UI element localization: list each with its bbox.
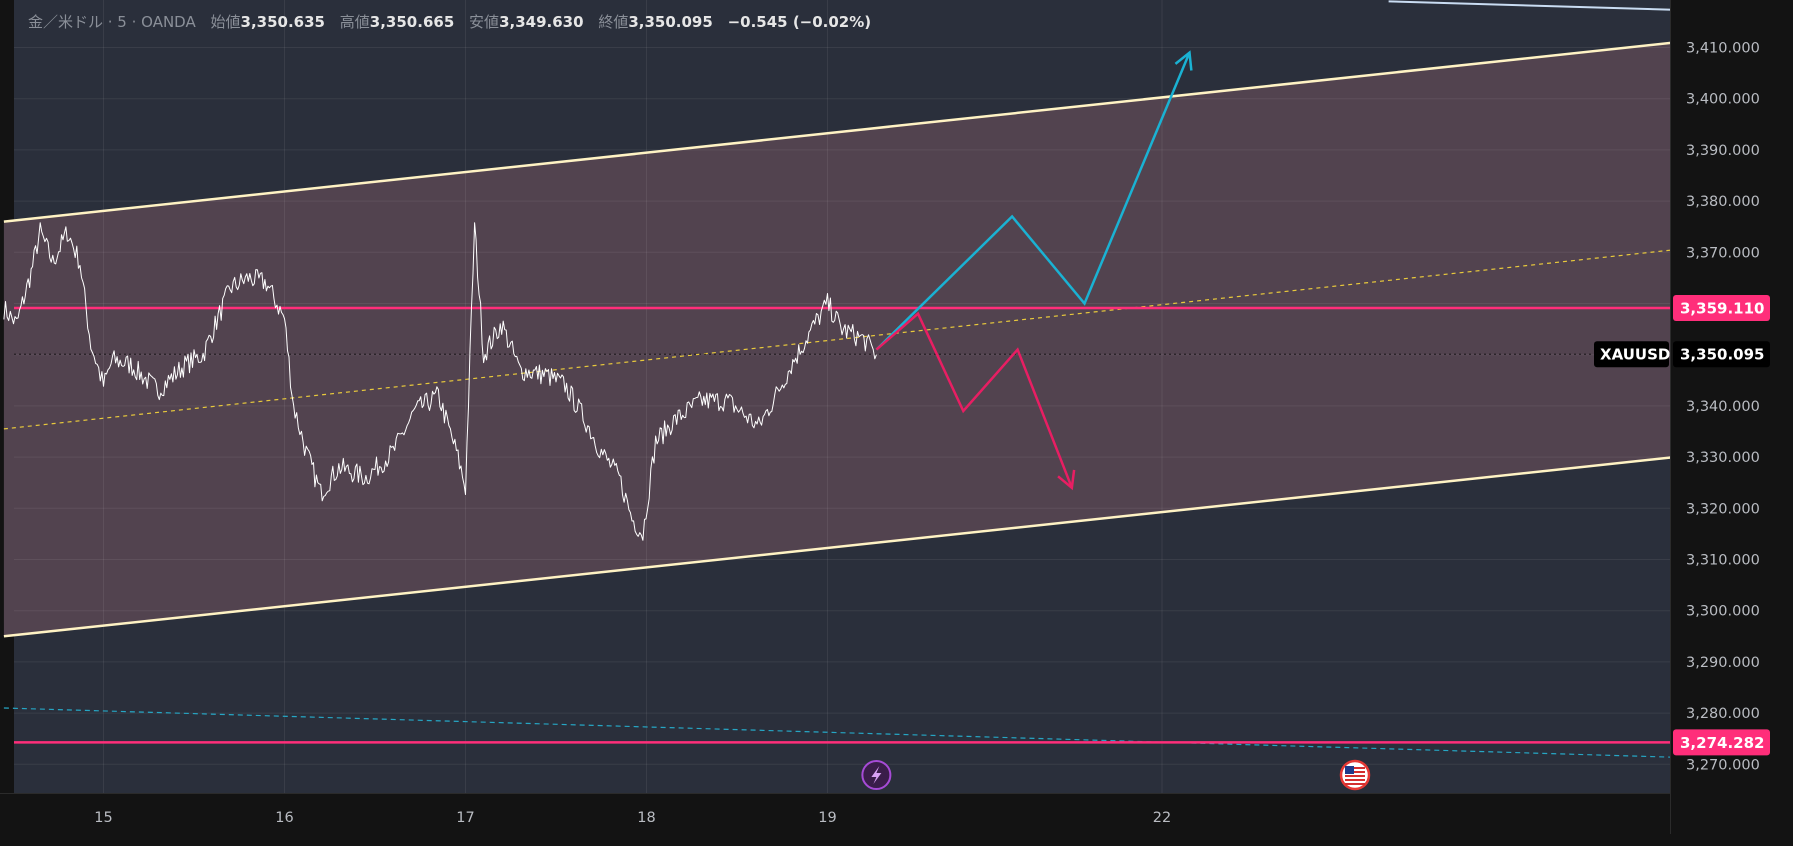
y-tick-label: 3,410.000 <box>1686 41 1760 57</box>
x-tick-label: 22 <box>1153 810 1171 826</box>
support-price-tag-text: 3,274.282 <box>1680 734 1764 752</box>
projection-down-path[interactable] <box>875 311 1074 489</box>
legend-low-label: 安値 <box>469 13 500 31</box>
us-flag-canton <box>1345 766 1354 774</box>
current-price-tag-text: 3,350.095 <box>1680 346 1764 364</box>
legend-open: 3,350.635 <box>240 13 325 31</box>
legend-close-label: 終値 <box>598 13 629 31</box>
y-tick-label: 3,290.000 <box>1686 655 1760 671</box>
top-trendline[interactable] <box>1388 0 1793 16</box>
channel-lower-line[interactable] <box>3 432 1793 638</box>
projection-up-arrowhead <box>1174 50 1193 71</box>
channel-upper-line[interactable] <box>3 17 1793 223</box>
projection-down-arrowhead <box>1057 469 1076 491</box>
us-flag-stripe <box>1345 779 1365 781</box>
y-tick-label: 3,400.000 <box>1686 92 1760 108</box>
us-flag-stripe <box>1345 783 1365 785</box>
legend-change: −0.545 (−0.02%) <box>727 13 872 31</box>
projection-up-path[interactable] <box>875 52 1191 351</box>
current-price-tag-bg <box>1673 341 1770 368</box>
lightning-icon-bolt <box>871 766 882 784</box>
us-flag-stripe <box>1345 771 1365 773</box>
resistance-price-tag-bg <box>1673 295 1770 322</box>
y-tick-label: 3,270.000 <box>1686 757 1760 773</box>
time-axis[interactable] <box>0 793 1670 834</box>
x-tick-label: 18 <box>637 810 655 826</box>
us-flag-stripe <box>1345 775 1365 777</box>
current-price-tag[interactable]: 3,350.095 <box>1673 341 1770 368</box>
x-tick-label: 16 <box>275 810 293 826</box>
ohlc-legend: 金／米ドル · 5 · OANDA 始値3,350.635 高値3,350.66… <box>28 11 871 32</box>
lower-dotted-trendline[interactable] <box>3 707 1793 764</box>
price-series-line[interactable] <box>3 222 877 541</box>
x-tick-label: 15 <box>94 810 112 826</box>
y-tick-label: 3,300.000 <box>1686 604 1760 620</box>
support-price-tag[interactable]: 3,274.282 <box>1673 729 1770 756</box>
price-axis[interactable] <box>1670 0 1793 834</box>
x-tick-label: 17 <box>456 810 474 826</box>
lightning-icon[interactable] <box>861 760 892 790</box>
y-tick-label: 3,310.000 <box>1686 553 1760 569</box>
legend-open-label: 始値 <box>210 13 241 31</box>
y-tick-label: 3,370.000 <box>1686 245 1760 261</box>
legend-low: 3,349.630 <box>499 13 584 31</box>
symbol-tag-text: XAUUSD <box>1600 346 1670 364</box>
y-tick-label: 3,320.000 <box>1686 501 1760 517</box>
y-tick-label: 3,390.000 <box>1686 143 1760 159</box>
y-tick-label: 3,280.000 <box>1686 706 1760 722</box>
symbol-tag-bg <box>1594 341 1669 368</box>
support-price-tag-bg <box>1673 729 1770 756</box>
legend-symbol: 金／米ドル · 5 · OANDA <box>28 13 196 31</box>
symbol-tag[interactable]: XAUUSD <box>1594 341 1670 368</box>
legend-close: 3,350.095 <box>628 13 713 31</box>
y-tick-label: 3,330.000 <box>1686 450 1760 466</box>
us-flag-stripe <box>1345 767 1365 769</box>
y-tick-label: 3,340.000 <box>1686 399 1760 415</box>
x-tick-label: 19 <box>818 810 836 826</box>
channel-midline[interactable] <box>3 224 1793 430</box>
resistance-price-tag[interactable]: 3,359.110 <box>1673 295 1770 322</box>
y-tick-label: 3,380.000 <box>1686 194 1760 210</box>
legend-high-label: 高値 <box>339 13 370 31</box>
us-flag-icon[interactable] <box>1339 759 1371 791</box>
legend-high: 3,350.665 <box>369 13 455 31</box>
grid <box>14 0 1670 793</box>
resistance-price-tag-text: 3,359.110 <box>1680 300 1764 318</box>
